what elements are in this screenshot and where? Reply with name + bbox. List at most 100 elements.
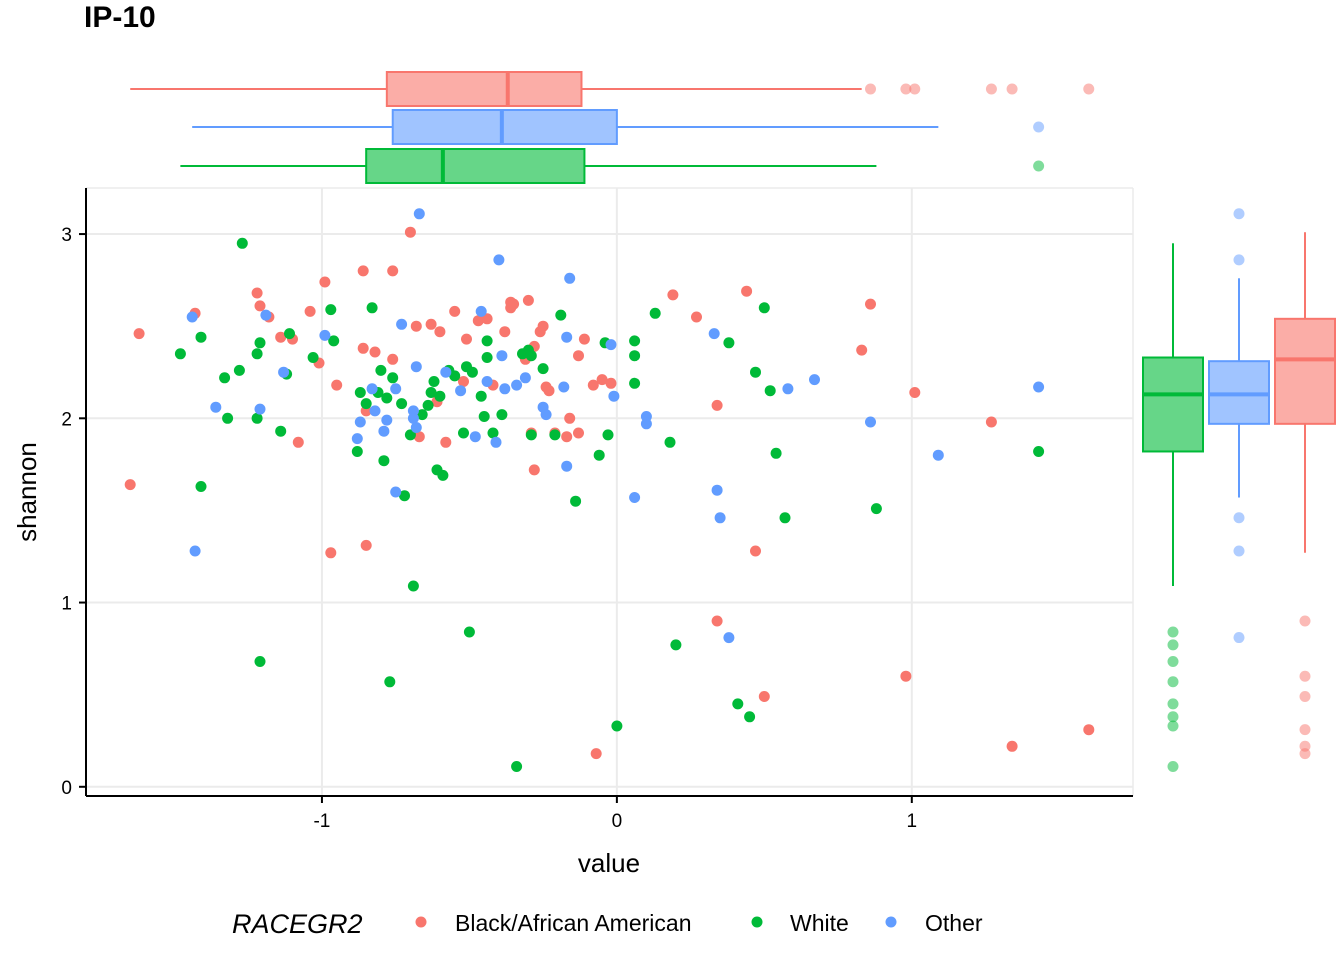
data-point (369, 346, 381, 358)
data-point (537, 320, 549, 332)
right-box-outlier (1167, 639, 1179, 651)
data-point (782, 383, 794, 395)
data-point (723, 337, 735, 349)
data-point (537, 363, 549, 375)
plot-panel: -1 0 1 0 1 2 3 (61, 187, 1134, 832)
data-point (440, 366, 452, 378)
data-point (865, 416, 876, 428)
data-point (425, 318, 437, 330)
data-point (511, 761, 523, 772)
data-point (750, 545, 761, 557)
data-point (564, 412, 576, 424)
right-box-outlier (1233, 512, 1245, 524)
data-point (496, 350, 508, 362)
data-point (481, 313, 493, 325)
data-point (396, 318, 408, 330)
data-point (481, 352, 493, 363)
data-point (691, 311, 702, 323)
data-point (449, 305, 461, 317)
legend-key (751, 916, 763, 928)
data-point (764, 385, 776, 397)
data-point (758, 691, 770, 702)
data-point (189, 545, 201, 557)
data-point (511, 379, 523, 391)
data-point (275, 331, 287, 343)
data-point (714, 512, 726, 524)
data-point (387, 372, 399, 384)
data-point (493, 254, 505, 266)
x-gridlines (320, 188, 1134, 796)
data-point (260, 309, 272, 321)
data-point (522, 294, 534, 306)
data-point (561, 331, 573, 343)
right-box-outlier (1299, 748, 1311, 760)
data-point (481, 376, 493, 387)
legend: RACEGR2 Black/African American White Other (232, 909, 983, 939)
data-point (325, 304, 337, 316)
data-point (428, 376, 440, 387)
data-point (410, 361, 422, 373)
data-point (222, 412, 234, 424)
data-point (670, 639, 682, 651)
y-tick-label: 2 (61, 409, 72, 430)
data-point (384, 676, 396, 688)
data-point (292, 436, 304, 448)
data-point (410, 422, 422, 433)
data-point (422, 399, 434, 411)
data-point (528, 464, 540, 476)
top-box-outlier (1033, 121, 1045, 133)
data-point (275, 425, 287, 437)
data-point (629, 492, 641, 503)
data-point (390, 383, 402, 395)
right-box-outlier (1167, 720, 1179, 732)
data-point (304, 305, 316, 317)
right-box-outlier (1299, 670, 1311, 682)
top-box (391, 109, 618, 145)
data-point (251, 348, 263, 360)
data-point (284, 328, 295, 340)
data-point (219, 372, 231, 384)
data-point (543, 385, 555, 397)
data-point (732, 698, 744, 710)
data-point (608, 390, 620, 402)
data-point (387, 265, 399, 277)
data-point (611, 720, 623, 732)
data-point (519, 372, 531, 384)
data-point (399, 490, 410, 502)
top-box-outlier (865, 83, 877, 95)
data-point (870, 503, 882, 515)
data-point (449, 370, 461, 382)
data-point (357, 265, 369, 277)
top-box-outlier (900, 83, 912, 95)
y-tick-label: 0 (61, 778, 72, 799)
data-point (251, 287, 263, 299)
data-point (578, 333, 590, 345)
data-point (319, 276, 331, 288)
data-point (605, 339, 617, 351)
data-point (381, 392, 393, 404)
data-point (475, 305, 487, 317)
data-point (664, 436, 676, 448)
data-point (254, 337, 266, 349)
data-point (865, 298, 876, 310)
data-point (186, 311, 198, 323)
data-point (236, 237, 248, 249)
legend-label: Other (925, 910, 983, 936)
data-point (174, 348, 186, 360)
data-point (331, 379, 343, 391)
data-point (410, 320, 422, 332)
data-point (458, 376, 469, 387)
data-point (758, 302, 770, 314)
data-point (396, 398, 408, 410)
panel-background (86, 188, 1133, 796)
data-point (723, 632, 735, 644)
data-point (587, 379, 599, 391)
data-point (558, 381, 570, 393)
y-axis-ticks: 0 1 2 3 (61, 225, 86, 799)
right-box-outlier (1167, 698, 1179, 710)
chart-title: IP-10 (84, 1, 156, 34)
data-point (254, 403, 266, 415)
legend-label: White (790, 910, 849, 936)
data-point (564, 272, 576, 284)
